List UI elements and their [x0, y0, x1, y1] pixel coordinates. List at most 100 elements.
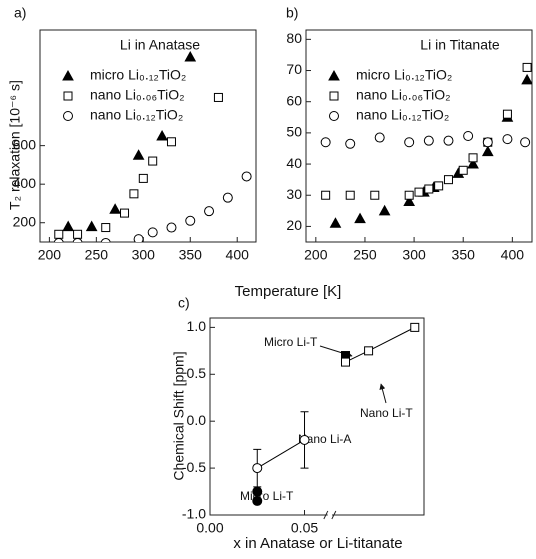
point — [482, 137, 493, 148]
x-tick-label: 250 — [353, 247, 377, 263]
point — [320, 137, 331, 148]
point — [299, 434, 310, 445]
x-tick-label: 300 — [132, 247, 156, 263]
point — [404, 137, 415, 148]
x-tick-label: 200 — [304, 247, 328, 263]
point — [520, 137, 531, 148]
legend-label: micro Li₀.₁₂TiO₂ — [90, 67, 186, 83]
point — [138, 173, 148, 183]
legend-label: nano Li₀.₀₆TiO₂ — [90, 87, 185, 103]
point — [345, 190, 355, 200]
point — [321, 190, 331, 200]
point — [252, 463, 263, 474]
legend-label: micro Li₀.₁₂TiO₂ — [356, 67, 452, 83]
x-tick-label: 350 — [452, 247, 476, 263]
point — [133, 234, 144, 242]
panel: 200 250 300 350 400 200 400 600 micro Li₀.₁₂TiO₂… — [13, 29, 257, 263]
y-tick-label: 0.5 — [187, 365, 207, 381]
point — [109, 203, 121, 214]
legend-marker — [62, 69, 74, 81]
point — [241, 171, 252, 182]
panel-label: b) — [286, 5, 298, 21]
point — [148, 156, 158, 166]
y-tick-label: 20 — [286, 217, 302, 233]
point — [340, 357, 350, 367]
point — [100, 237, 111, 242]
point — [434, 181, 444, 191]
x-tick-label: 250 — [85, 247, 109, 263]
y-tick-label: 60 — [286, 92, 302, 108]
y-axis-label: T₂ relaxation [10⁻⁶ s] — [7, 80, 23, 210]
point — [213, 92, 223, 102]
y-tick-label: 200 — [13, 213, 37, 229]
point — [364, 346, 374, 356]
series-line — [345, 326, 415, 363]
point — [252, 486, 263, 497]
point — [522, 62, 532, 72]
point — [404, 190, 414, 200]
x-tick-label: 350 — [179, 247, 203, 263]
legend-marker — [63, 91, 73, 101]
point — [204, 206, 215, 217]
point — [62, 220, 75, 232]
panel-title: Li in Anatase — [120, 37, 200, 53]
legend-marker — [63, 111, 73, 121]
legend-label: nano Li₀.₀₆TiO₂ — [356, 87, 451, 103]
legend-marker — [328, 69, 340, 81]
point — [354, 212, 366, 224]
point — [166, 222, 177, 233]
panel-title: Li in Titanate — [420, 37, 500, 53]
point — [502, 109, 512, 119]
point — [370, 190, 380, 200]
x-tick-label: 0.00 — [196, 520, 223, 536]
point — [403, 195, 416, 206]
x-tick-label: 400 — [501, 247, 525, 263]
point — [502, 134, 513, 145]
plot-area — [252, 322, 420, 506]
x-tick-label: 200 — [38, 247, 62, 263]
plots: 200 250 300 350 400 200 400 600 micro Li₀.₁₂TiO₂… — [13, 29, 533, 536]
point — [184, 50, 197, 62]
y-tick-label: 50 — [286, 124, 302, 140]
point — [410, 322, 420, 332]
plot-frame — [305, 29, 533, 243]
point — [467, 158, 479, 169]
y-tick-label: 40 — [286, 155, 302, 171]
point — [329, 217, 342, 228]
y-tick-label: 1.0 — [187, 318, 207, 334]
axis-break-gap — [327, 512, 332, 518]
series-line — [257, 439, 305, 469]
point — [252, 495, 263, 506]
x-tick-label: 300 — [402, 247, 426, 263]
point — [374, 132, 385, 143]
point — [463, 131, 474, 141]
y-tick-label: 400 — [13, 175, 37, 191]
x-axis-label: x in Anatase or Li-titanate — [233, 535, 402, 552]
plot-area — [53, 50, 252, 242]
x-axis-label: Temperature [K] — [235, 283, 342, 300]
point — [185, 215, 196, 226]
plot-area — [320, 62, 532, 228]
y-tick-label: 80 — [286, 30, 302, 46]
point — [156, 129, 168, 141]
x-tick-label: 0.05 — [291, 520, 318, 536]
panel-label: c) — [178, 295, 190, 311]
y-axis-label: Chemical Shift [ppm] — [171, 351, 187, 480]
y-tick-label: 600 — [13, 136, 37, 152]
point — [120, 208, 130, 218]
point — [147, 227, 158, 238]
point — [345, 138, 356, 149]
y-tick-label: 0.0 — [187, 412, 207, 428]
point — [424, 184, 434, 194]
point — [521, 73, 532, 85]
point — [54, 229, 64, 239]
point — [53, 237, 64, 242]
panel: 0.00 0.05 -1.0 -0.5 0.0 0.5 1.0 — [182, 317, 425, 536]
point — [458, 165, 468, 175]
panel-label: a) — [14, 5, 26, 21]
annotation: Nano Li-A — [298, 432, 351, 446]
panel: 200 250 300 350 400 20 30 40 50 60 70 80 micro Li₀.₁… — [286, 29, 533, 263]
point — [378, 204, 391, 216]
point — [423, 135, 434, 146]
